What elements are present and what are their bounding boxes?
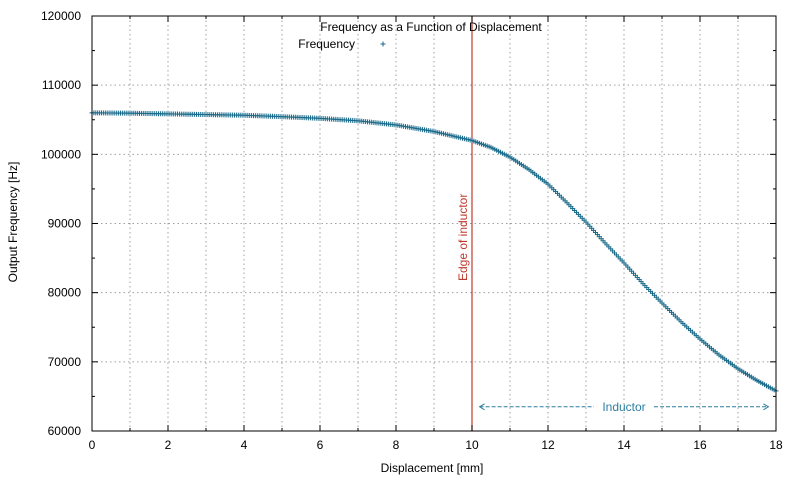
y-tick-label: 70000 <box>48 355 82 369</box>
y-tick-label: 90000 <box>48 217 82 231</box>
legend-marker <box>380 41 386 47</box>
x-tick-label: 0 <box>89 438 96 452</box>
y-tick-label: 100000 <box>41 147 81 161</box>
series-frequency <box>89 110 779 394</box>
x-tick-label: 14 <box>617 438 631 452</box>
chart-title: Frequency as a Function of Displacement <box>320 20 542 34</box>
x-tick-label: 2 <box>165 438 172 452</box>
axis-ticks: 0 2 4 6 8 10 12 14 16 18 60000 70000 80000 90000 10000… <box>41 9 783 452</box>
x-tick-label: 8 <box>393 438 400 452</box>
inductor-label: Inductor <box>602 400 645 414</box>
legend-label: Frequency <box>298 37 355 51</box>
y-tick-label: 60000 <box>48 424 82 438</box>
annotations: Edge of inductor Inductor <box>456 16 770 431</box>
inductor-arrowhead-left <box>478 403 485 411</box>
x-tick-label: 6 <box>317 438 324 452</box>
legend: Frequency <box>298 37 386 51</box>
x-tick-label: 12 <box>541 438 555 452</box>
x-tick-label: 4 <box>241 438 248 452</box>
y-tick-label: 80000 <box>48 286 82 300</box>
x-tick-label: 10 <box>465 438 479 452</box>
y-axis-title: Output Frequency [Hz] <box>6 162 20 283</box>
x-axis-title: Displacement [mm] <box>381 461 484 475</box>
y-tick-label: 120000 <box>41 9 81 23</box>
y-tick-label: 110000 <box>42 78 81 92</box>
legend-plus-marker <box>380 41 386 47</box>
x-tick-label: 18 <box>769 438 783 452</box>
inductor-arrowhead-right <box>763 403 770 411</box>
x-tick-label: 16 <box>693 438 707 452</box>
edge-of-inductor-label: Edge of inductor <box>456 194 470 281</box>
